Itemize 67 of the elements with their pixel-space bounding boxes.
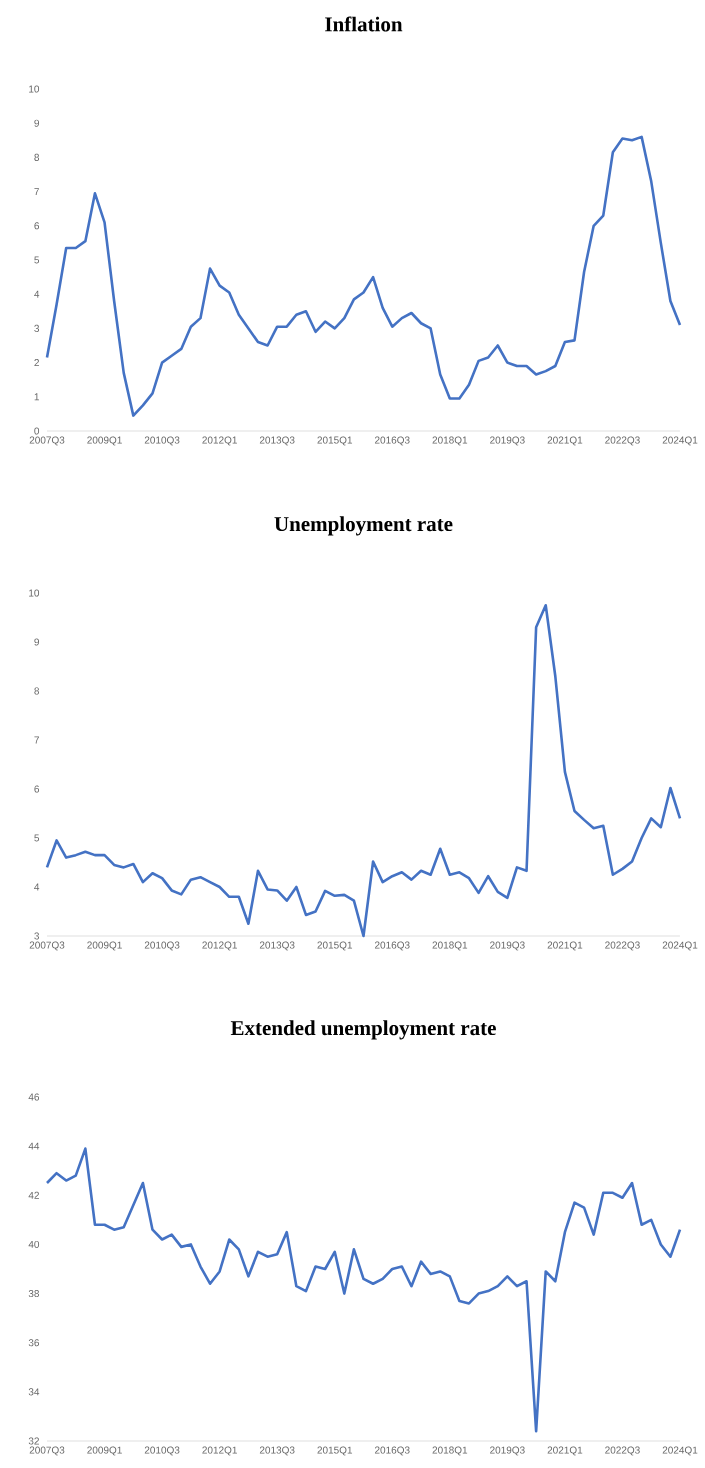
y-tick-label: 1 [34, 393, 39, 401]
x-tick-label: 2013Q3 [259, 436, 295, 446]
x-tick-label: 2022Q3 [605, 1446, 640, 1456]
x-tick-label: 2018Q1 [432, 436, 468, 446]
x-tick-label: 2015Q1 [317, 1446, 353, 1456]
x-tick-label: 2012Q1 [202, 941, 237, 951]
y-tick-label: 7 [34, 188, 39, 196]
y-tick-label: 4 [34, 883, 40, 891]
y-tick-label: 42 [28, 1191, 39, 1199]
chart-title: Inflation [325, 16, 403, 32]
y-tick-label: 8 [34, 153, 40, 161]
y-tick-label: 9 [34, 638, 39, 646]
x-tick-label: 2016Q3 [374, 436, 410, 446]
y-tick-label: 36 [28, 1339, 40, 1347]
y-tick-label: 10 [29, 85, 40, 93]
x-tick-label: 2021Q1 [547, 436, 583, 446]
x-tick-label: 2019Q3 [490, 436, 525, 446]
y-tick-label: 34 [28, 1388, 40, 1396]
x-tick-label: 2022Q3 [605, 436, 640, 446]
y-tick-label: 44 [28, 1142, 40, 1150]
x-tick-label: 2015Q1 [317, 436, 353, 446]
x-tick-label: 2016Q3 [374, 941, 410, 951]
y-tick-label: 40 [28, 1240, 40, 1248]
y-tick-label: 3 [34, 932, 40, 940]
x-tick-label: 2018Q1 [432, 941, 468, 951]
y-tick-label: 8 [34, 687, 40, 695]
x-tick-label: 2019Q3 [490, 941, 525, 951]
x-tick-label: 2024Q1 [662, 1446, 698, 1456]
y-tick-label: 2 [34, 359, 39, 367]
y-tick-label: 38 [28, 1290, 40, 1298]
x-tick-label: 2019Q3 [490, 1446, 525, 1456]
x-tick-label: 2009Q1 [87, 436, 122, 446]
x-tick-label: 2007Q3 [29, 941, 65, 951]
x-tick-label: 2016Q3 [374, 1446, 410, 1456]
chart-title: Unemployment rate [274, 516, 453, 536]
x-tick-label: 2012Q1 [202, 436, 237, 446]
y-tick-label: 6 [34, 222, 40, 230]
x-tick-label: 2022Q3 [605, 941, 640, 951]
x-tick-label: 2007Q3 [29, 436, 65, 446]
x-tick-label: 2009Q1 [87, 941, 122, 951]
chart-title: Extended unemployment rate [230, 1020, 496, 1040]
x-tick-label: 2010Q3 [144, 941, 180, 951]
y-tick-label: 0 [34, 427, 40, 435]
y-tick-label: 46 [28, 1093, 40, 1101]
y-tick-label: 4 [34, 290, 40, 298]
line-series [45, 603, 682, 938]
x-tick-label: 2007Q3 [29, 1446, 65, 1456]
y-tick-label: 6 [34, 785, 40, 793]
x-tick-label: 2010Q3 [144, 1446, 180, 1456]
y-tick-label: 7 [34, 736, 39, 744]
y-tick-label: 10 [29, 589, 40, 597]
y-tick-label: 32 [28, 1437, 39, 1445]
y-tick-label: 3 [34, 324, 40, 332]
y-tick-label: 5 [34, 256, 40, 264]
y-tick-label: 5 [34, 834, 40, 842]
x-tick-label: 2009Q1 [87, 1446, 122, 1456]
x-tick-label: 2015Q1 [317, 941, 353, 951]
x-tick-label: 2013Q3 [259, 1446, 295, 1456]
y-tick-label: 9 [34, 119, 39, 127]
x-tick-label: 2012Q1 [202, 1446, 237, 1456]
x-tick-label: 2013Q3 [259, 941, 295, 951]
x-tick-label: 2024Q1 [662, 941, 698, 951]
x-tick-label: 2018Q1 [432, 1446, 468, 1456]
x-tick-label: 2024Q1 [662, 436, 698, 446]
x-tick-label: 2021Q1 [547, 1446, 583, 1456]
x-tick-label: 2021Q1 [547, 941, 583, 951]
x-tick-label: 2010Q3 [144, 436, 180, 446]
